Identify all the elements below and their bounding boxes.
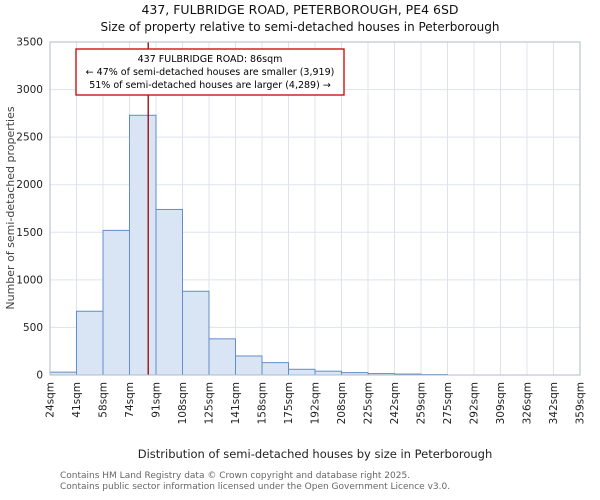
x-tick-label: 275sqm [442, 382, 454, 424]
annotation-line-2: ← 47% of semi-detached houses are smalle… [86, 67, 335, 78]
x-tick-label: 309sqm [495, 382, 507, 424]
y-tick-label: 500 [23, 322, 43, 334]
x-tick-label: 24sqm [45, 382, 57, 418]
histogram-bar [102, 229, 130, 376]
annotation-border [75, 48, 345, 96]
histogram-bars [49, 114, 448, 376]
x-tick-label: 74sqm [124, 382, 136, 418]
x-axis-tick-labels: 24sqm 41sqm 58sqm 74sqm 91sqm 108sqm 125sqm 141… [45, 382, 587, 424]
y-axis-label: Number of semi-detached properties [4, 106, 17, 309]
y-tick-label: 3000 [16, 84, 43, 96]
chart-title: 437, FULBRIDGE ROAD, PETERBOROUGH, PE4 6… [141, 2, 458, 17]
x-tick-label: 91sqm [151, 382, 163, 418]
x-tick-label: 125sqm [204, 382, 216, 424]
x-tick-label: 58sqm [98, 382, 110, 418]
footer-attribution-line-1: Contains HM Land Registry data © Crown c… [60, 471, 410, 481]
x-tick-label: 175sqm [283, 382, 295, 424]
footer-attribution-line-2: Contains public sector information licen… [60, 482, 450, 492]
annotation-line-1: 437 FULBRIDGE ROAD: 86sqm [138, 54, 283, 65]
histogram-bar [76, 310, 104, 376]
x-tick-label: 242sqm [389, 382, 401, 424]
x-tick-label: 342sqm [548, 382, 560, 424]
x-tick-label: 141sqm [230, 382, 242, 424]
histogram-bar [129, 114, 157, 376]
y-tick-label: 2000 [16, 179, 43, 191]
histogram-bar [314, 370, 342, 376]
plot-frame [49, 41, 581, 376]
y-tick-label: 3500 [16, 37, 43, 49]
x-axis-label: Distribution of semi-detached houses by … [138, 447, 493, 461]
y-tick-label: 2500 [16, 132, 43, 144]
y-tick-label: 1500 [16, 227, 43, 239]
x-tick-label: 108sqm [177, 382, 189, 424]
x-tick-label: 158sqm [257, 382, 269, 424]
histogram-bar [208, 338, 236, 376]
y-axis-tick-labels: 0 500 1000 1500 2000 2500 3000 3500 [16, 37, 43, 382]
x-tick-label: 192sqm [310, 382, 322, 424]
histogram-bar [261, 362, 289, 376]
chart-subtitle: Size of property relative to semi-detach… [100, 20, 499, 34]
histogram-bar [182, 290, 210, 376]
x-tick-label: 259sqm [416, 382, 428, 424]
annotation-line-3: 51% of semi-detached houses are larger (… [89, 80, 331, 91]
histogram-bar [235, 355, 263, 376]
x-tick-label: 292sqm [469, 382, 481, 424]
x-tick-label: 208sqm [336, 382, 348, 424]
x-tick-label: 41sqm [71, 382, 83, 418]
x-tick-label: 225sqm [363, 382, 375, 424]
histogram-bar [288, 368, 316, 376]
x-tick-label: 326sqm [522, 382, 534, 424]
y-tick-label: 0 [36, 370, 43, 382]
y-tick-label: 1000 [16, 274, 43, 286]
histogram-bar [155, 208, 183, 376]
x-tick-label: 359sqm [575, 382, 587, 424]
annotation-box: 437 FULBRIDGE ROAD: 86sqm ← 47% of semi-… [75, 48, 345, 96]
